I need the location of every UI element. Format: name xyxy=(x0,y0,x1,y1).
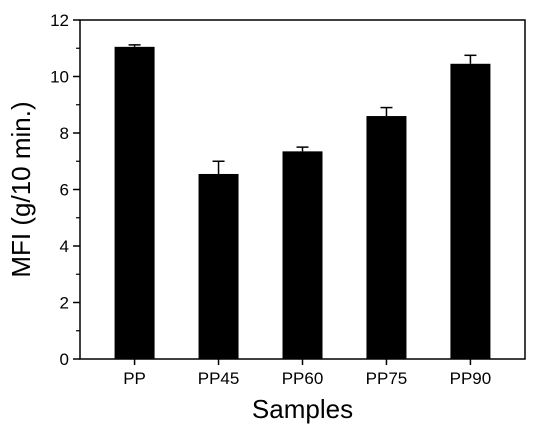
y-axis-ticks: 0 2 4 6 8 10 12 xyxy=(50,11,80,369)
y-tick-label: 10 xyxy=(50,68,69,87)
x-tick-label: PP xyxy=(123,369,146,388)
y-tick-label: 6 xyxy=(60,181,69,200)
y-tick-label: 4 xyxy=(60,237,69,256)
x-tick-label: PP60 xyxy=(282,369,324,388)
y-axis-title: MFI (g/10 min.) xyxy=(6,101,36,277)
x-tick-label: PP75 xyxy=(366,369,408,388)
x-axis-ticks: PP PP45 PP60 PP75 PP90 xyxy=(123,359,491,388)
bar-pp60 xyxy=(282,151,323,359)
bar-pp45 xyxy=(198,173,239,359)
y-tick-label: 0 xyxy=(60,350,69,369)
x-axis-title: Samples xyxy=(252,394,353,424)
bar-pp75 xyxy=(366,116,407,359)
y-tick-label: 2 xyxy=(60,294,69,313)
x-tick-label: PP45 xyxy=(198,369,240,388)
bar-pp xyxy=(114,46,155,360)
bars-group xyxy=(114,46,491,360)
error-bars-group xyxy=(128,44,477,174)
y-tick-label: 8 xyxy=(60,124,69,143)
y-tick-label: 12 xyxy=(50,11,69,30)
bar-pp90 xyxy=(450,63,491,359)
x-tick-label: PP90 xyxy=(450,369,492,388)
